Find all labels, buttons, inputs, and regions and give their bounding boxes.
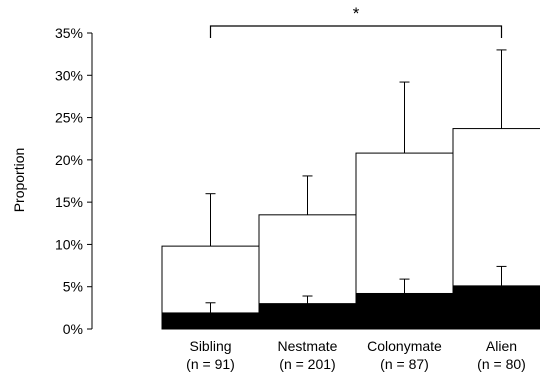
x-axis-labels: Sibling (n = 91) Nestmate (n = 201) Colonyma…: [186, 338, 526, 372]
significance-line: [209, 25, 503, 38]
bar-subset-3: [452, 285, 540, 330]
category-count-label: (n = 91): [186, 356, 235, 372]
error-bars: [205, 49, 507, 313]
bars: [161, 128, 540, 330]
y-tick-label: 15%: [55, 194, 83, 210]
category-count-label: (n = 201): [279, 356, 335, 372]
y-axis-title: Proportion: [11, 148, 27, 213]
significance-marker: *: [353, 4, 360, 23]
y-axis: 0% 5% 10% 15% 20% 25% 30% 35%: [55, 25, 93, 337]
y-tick-label: 10%: [55, 236, 83, 252]
bar-subset-2: [355, 292, 454, 330]
y-tick-label: 20%: [55, 152, 83, 168]
category-label: Nestmate: [278, 338, 338, 354]
bar-subset-1: [258, 303, 357, 330]
y-tick-label: 35%: [55, 25, 83, 41]
category-label: Sibling: [189, 338, 231, 354]
category-label: Alien: [486, 338, 517, 354]
y-tick-label: 5%: [63, 279, 83, 295]
category-count-label: (n = 87): [380, 356, 429, 372]
category-label: Colonymate: [367, 338, 442, 354]
y-tick-label: 30%: [55, 67, 83, 83]
bar-subset-0: [161, 312, 260, 330]
y-tick-label: 0%: [63, 321, 83, 337]
significance-bracket: *: [209, 4, 503, 38]
category-count-label: (n = 80): [477, 356, 526, 372]
y-tick-label: 25%: [55, 110, 83, 126]
